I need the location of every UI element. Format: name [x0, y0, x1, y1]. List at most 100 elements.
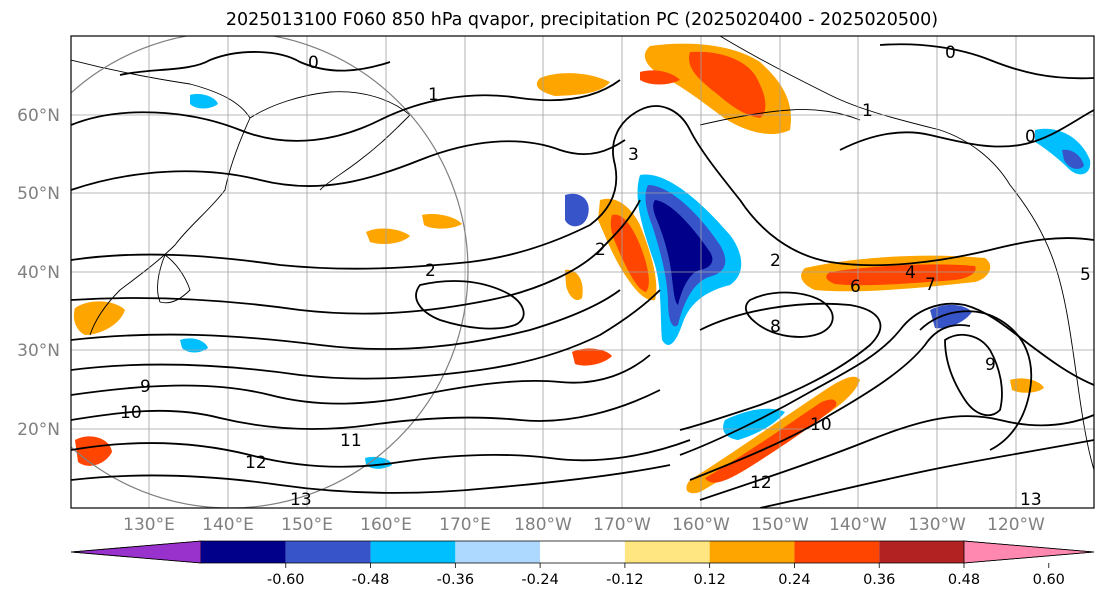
colorbar-swatch [540, 541, 625, 563]
contour-line [71, 354, 651, 405]
lon-labels: 130°E 140°E 150°E 160°E 170°E 180°W 170°… [123, 515, 1045, 535]
colorbar-swatch [201, 541, 286, 563]
figure-title: 2025013100 F060 850 hPa qvapor, precipit… [226, 10, 938, 30]
lon-label: 120°W [987, 515, 1045, 535]
contour-labels: 0 0 0 1 1 2 2 2 3 4 5 6 7 8 9 9 10 10 11… [120, 43, 1091, 510]
contour-line [71, 389, 661, 430]
lon-label: 140°E [202, 515, 254, 535]
colorbar-tick-label: 0.12 [694, 572, 726, 588]
precip-strong-region [826, 264, 976, 286]
contour-line [119, 51, 391, 76]
precip-shading [73, 43, 1091, 494]
contour-label: 3 [628, 145, 639, 165]
contour-line [71, 289, 661, 380]
contour-line [759, 439, 1094, 508]
contour-label: 9 [985, 355, 996, 375]
contour-line [71, 224, 591, 270]
precip-strongest-negative-region [653, 200, 713, 305]
contour-label: 9 [140, 377, 151, 397]
contour-label: 2 [425, 261, 436, 281]
contour-label: 6 [850, 277, 861, 297]
precip-positive-region [572, 348, 612, 366]
lat-label: 50°N [17, 184, 60, 204]
colorbar-swatch [285, 541, 371, 563]
colorbar-tick-label: 0.48 [948, 572, 980, 588]
contour-line [879, 43, 1094, 80]
contour-label: 13 [1020, 490, 1042, 510]
lon-label: 140°W [829, 515, 887, 535]
contour-line [71, 289, 621, 350]
contour-line [415, 280, 525, 330]
lat-labels: 60°N 50°N 40°N 30°N 20°N [17, 106, 60, 440]
contour-label: 5 [1080, 265, 1091, 285]
contour-line [689, 324, 971, 481]
contour-label: 2 [595, 240, 606, 260]
precip-negative-region [180, 338, 208, 353]
colorbar-tick-label: -0.60 [267, 572, 305, 588]
contour-label: 11 [340, 431, 362, 451]
colorbar-extension-low [70, 540, 202, 564]
map-frame [70, 35, 1095, 509]
colorbar-swatch [879, 541, 964, 563]
coastline-aleutians [699, 109, 861, 126]
contour-line [679, 302, 1094, 456]
contour-line [71, 439, 691, 468]
contour-label: 1 [428, 85, 439, 105]
contour-label: 0 [945, 43, 956, 63]
lon-label: 170°W [593, 515, 651, 535]
precip-negative-region [190, 94, 218, 109]
contour-label: 8 [770, 317, 781, 337]
coastlines [71, 36, 1094, 471]
contour-label: 10 [120, 403, 142, 423]
coastline-alaska [719, 36, 1094, 471]
precip-positive-region [640, 70, 680, 85]
contour-label: 2 [770, 251, 781, 271]
coastline-japan [157, 254, 191, 304]
contour-line [744, 291, 834, 338]
contour-label: 0 [308, 53, 319, 73]
lon-label: 130°W [908, 515, 966, 535]
colorbar-swatch [709, 541, 795, 563]
colorbar-tick-label: 0.24 [778, 572, 810, 588]
contour-line [71, 139, 626, 191]
colorbar-tick-label: -0.24 [521, 572, 559, 588]
contour-line [71, 199, 641, 315]
contour-label: 1 [862, 101, 873, 121]
precip-strong-region [689, 51, 766, 119]
contour-label: 12 [750, 473, 772, 493]
colorbar: -0.60 -0.48 -0.36 -0.24 -0.12 0.12 0.24 0.36 0.4… [70, 540, 1095, 588]
graticule [71, 36, 1094, 508]
precip-negative-region [723, 408, 785, 440]
precip-positive-region [1010, 378, 1044, 393]
map-area: 0 0 0 1 1 2 2 2 3 4 5 6 7 8 9 9 10 10 11… [71, 36, 1094, 510]
contour-label: 13 [290, 490, 312, 510]
lon-label: 130°E [123, 515, 175, 535]
colorbar-tick-label: 0.60 [1033, 572, 1065, 588]
lon-label: 180°W [514, 515, 572, 535]
lon-label: 170°E [439, 515, 491, 535]
range-circle [71, 36, 469, 508]
contour-line [919, 310, 1033, 451]
contour-line [589, 105, 1094, 267]
lon-label: 160°W [672, 515, 730, 535]
colorbar-tick-label: -0.12 [606, 572, 644, 588]
colorbar-swatch [370, 541, 456, 563]
lat-label: 30°N [17, 341, 60, 361]
colorbar-swatch [455, 541, 541, 563]
contour-line [679, 302, 882, 431]
lon-label: 150°W [751, 515, 809, 535]
precip-negative-region [565, 193, 589, 227]
contour-line [944, 333, 1003, 417]
colorbar-tick-label: -0.48 [352, 572, 390, 588]
colorbar-tick-label: -0.36 [437, 572, 475, 588]
precip-strong-negative-region [1062, 149, 1084, 169]
contour-label: 12 [245, 453, 267, 473]
precip-positive-region [366, 228, 410, 244]
precip-positive-region [536, 73, 610, 96]
qvapor-contours [71, 43, 1094, 508]
coastline-kamchatka [249, 91, 411, 191]
contour-label: 10 [810, 415, 832, 435]
colorbar-tick-label: 0.36 [863, 572, 895, 588]
